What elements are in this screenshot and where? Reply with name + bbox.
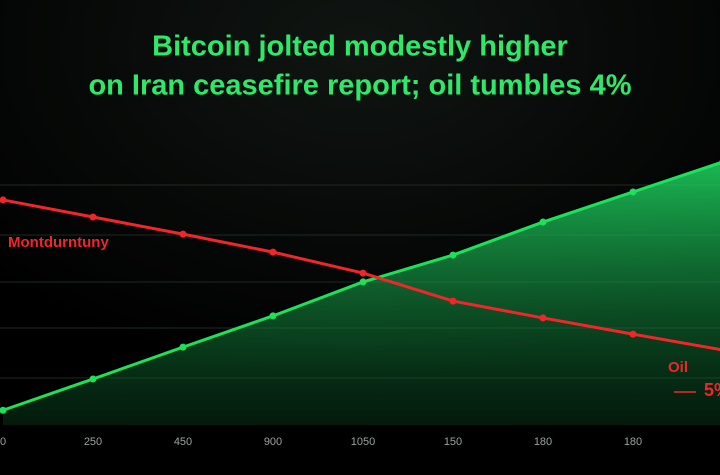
- chart-title: on Iran ceasefire report; oil tumbles 4%: [88, 70, 631, 102]
- point: [0, 406, 7, 414]
- point: [539, 218, 547, 226]
- x-tick-label: 900: [264, 436, 282, 448]
- x-tick-label: 180: [534, 436, 552, 448]
- annotation: 5%: [704, 380, 720, 400]
- point: [179, 230, 187, 238]
- point: [179, 343, 187, 351]
- point: [269, 248, 277, 256]
- x-tick-label: 450: [174, 436, 192, 448]
- point: [629, 330, 637, 338]
- point: [449, 251, 457, 259]
- point: [449, 297, 457, 305]
- point: [0, 196, 7, 204]
- point: [269, 312, 277, 320]
- x-tick-label: 180: [624, 436, 642, 448]
- x-tick-label: 150: [444, 436, 462, 448]
- chart-title: Bitcoin jolted modestly higher: [152, 31, 568, 63]
- legend-label: Oil: [668, 359, 688, 376]
- point: [359, 278, 367, 286]
- point: [89, 213, 97, 221]
- x-tick-label: 0: [0, 436, 6, 448]
- point: [629, 188, 637, 196]
- point: [359, 269, 367, 277]
- area: [3, 162, 720, 425]
- annotation: Montdurntuny: [8, 234, 109, 251]
- point: [89, 375, 97, 383]
- point: [539, 314, 547, 322]
- x-tick-label: 250: [84, 436, 102, 448]
- x-tick-label: 1050: [351, 436, 375, 448]
